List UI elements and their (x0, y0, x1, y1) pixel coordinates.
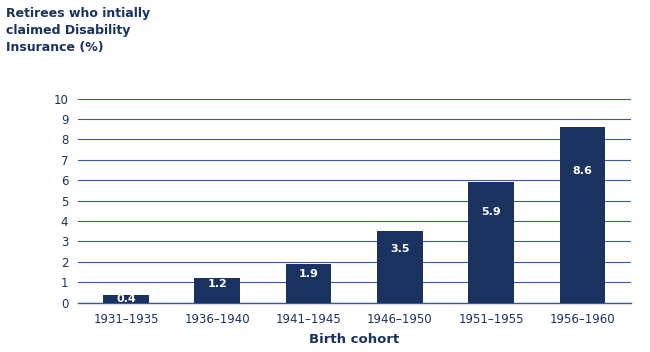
Text: Retirees who intially
claimed Disability
Insurance (%): Retirees who intially claimed Disability… (6, 7, 151, 54)
Bar (560, 127, 605, 303)
Text: 3.5: 3.5 (390, 244, 410, 254)
Text: 8.6: 8.6 (573, 166, 593, 176)
Bar (377, 231, 423, 303)
Text: 0.4: 0.4 (116, 294, 136, 304)
Text: 1.2: 1.2 (207, 279, 227, 289)
X-axis label: Birth cohort: Birth cohort (309, 333, 399, 346)
Bar (103, 295, 149, 303)
Text: 1.9: 1.9 (298, 269, 318, 279)
Bar (286, 264, 332, 303)
Bar (469, 182, 514, 303)
Bar (194, 278, 240, 303)
Text: 5.9: 5.9 (482, 207, 501, 218)
